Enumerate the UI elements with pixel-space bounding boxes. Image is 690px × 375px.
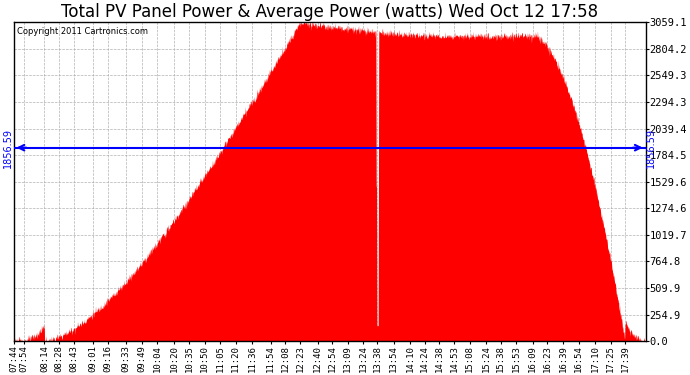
Title: Total PV Panel Power & Average Power (watts) Wed Oct 12 17:58: Total PV Panel Power & Average Power (wa… bbox=[61, 3, 598, 21]
Text: Copyright 2011 Cartronics.com: Copyright 2011 Cartronics.com bbox=[17, 27, 148, 36]
Text: 1856.59: 1856.59 bbox=[646, 128, 656, 168]
Text: 1856.59: 1856.59 bbox=[3, 128, 12, 168]
